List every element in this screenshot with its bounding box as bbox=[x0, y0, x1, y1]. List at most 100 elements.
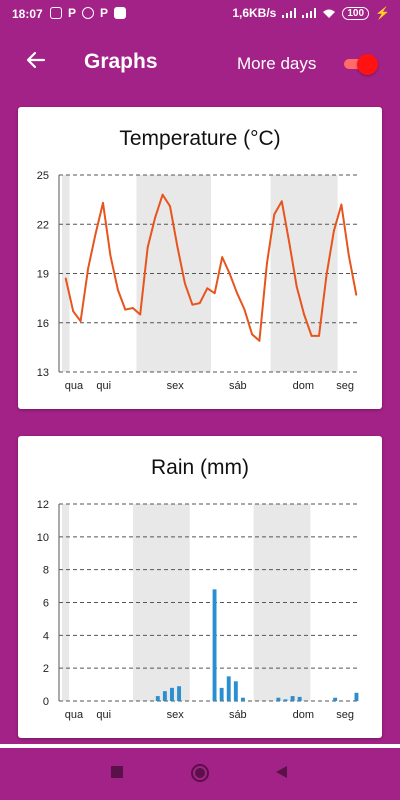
toggle-thumb bbox=[357, 54, 378, 75]
temperature-point bbox=[310, 334, 313, 337]
y-tick-label: 22 bbox=[37, 219, 49, 231]
temperature-point bbox=[288, 241, 291, 244]
rain-bar bbox=[290, 696, 295, 701]
weekend-shade bbox=[62, 504, 70, 701]
rain-chart-title: Rain (mm) bbox=[151, 456, 249, 479]
network-speed: 1,6KB/s bbox=[232, 6, 277, 20]
more-days-label: More days bbox=[237, 54, 317, 73]
x-tick-label: dom bbox=[293, 709, 314, 721]
rain-bar bbox=[283, 699, 288, 701]
temperature-point bbox=[347, 254, 350, 257]
navigation-bar bbox=[0, 748, 400, 800]
rain-bar bbox=[177, 686, 182, 701]
office-icon bbox=[114, 7, 127, 19]
y-tick-label: 6 bbox=[43, 598, 49, 610]
y-tick-label: 4 bbox=[43, 630, 49, 642]
x-tick-label: qui bbox=[96, 709, 111, 721]
rain-bar bbox=[354, 692, 359, 701]
temperature-point bbox=[161, 193, 164, 196]
rain-bar bbox=[226, 676, 231, 701]
temperature-point bbox=[265, 262, 268, 265]
x-tick-label: sex bbox=[167, 380, 185, 392]
p-app-icon: P bbox=[100, 6, 109, 20]
temperature-point bbox=[228, 272, 231, 275]
temperature-point bbox=[109, 254, 112, 257]
page-title: Graphs bbox=[84, 50, 158, 73]
back-arrow-icon[interactable] bbox=[24, 48, 48, 72]
temperature-point bbox=[221, 256, 224, 258]
temperature-point bbox=[79, 320, 82, 323]
rain-bar bbox=[219, 687, 224, 701]
temperature-point bbox=[243, 308, 246, 311]
temperature-point bbox=[191, 303, 194, 306]
rain-bar bbox=[212, 589, 217, 701]
rain-card: Rain (mm) 0 2 4 6 8 10 12 qua qui sex sáb dom seg bbox=[18, 436, 382, 738]
y-tick-label: 10 bbox=[37, 532, 49, 544]
rain-bar bbox=[162, 691, 167, 701]
temperature-point bbox=[87, 267, 89, 270]
rain-bar bbox=[170, 687, 174, 701]
temperature-point bbox=[273, 213, 276, 216]
temperature-point bbox=[116, 289, 119, 291]
x-tick-label: seg bbox=[336, 380, 354, 392]
p-app-icon: P bbox=[68, 6, 77, 20]
temperature-point bbox=[64, 277, 67, 280]
signal-icon bbox=[302, 8, 317, 18]
charging-icon: ⚡ bbox=[375, 6, 390, 20]
temperature-card: Temperature (°C) 13 16 19 22 25 qua qui sex sáb d… bbox=[18, 107, 382, 409]
wifi-icon bbox=[323, 9, 336, 18]
home-circle-icon[interactable] bbox=[190, 763, 210, 783]
y-tick-label: 19 bbox=[37, 269, 49, 281]
y-tick-label: 8 bbox=[43, 565, 49, 577]
temperature-point bbox=[131, 307, 134, 309]
temperature-point bbox=[139, 313, 142, 316]
x-tick-label: seg bbox=[336, 709, 354, 721]
more-days-toggle[interactable] bbox=[340, 54, 378, 75]
rain-bar bbox=[240, 697, 245, 701]
temperature-point bbox=[72, 310, 75, 313]
x-tick-label: dom bbox=[293, 380, 314, 392]
x-tick-label: qua bbox=[65, 380, 84, 392]
temperature-series-line bbox=[64, 193, 358, 342]
rain-bar bbox=[276, 697, 281, 701]
weekend-shade bbox=[62, 175, 70, 372]
rain-bar bbox=[333, 697, 338, 701]
x-tick-label: sáb bbox=[229, 380, 247, 392]
temperature-point bbox=[355, 293, 358, 296]
rain-bar bbox=[155, 696, 160, 701]
temperature-point bbox=[154, 216, 157, 219]
status-time: 18:07 bbox=[12, 7, 43, 21]
temperature-point bbox=[169, 205, 171, 208]
x-tick-label: qui bbox=[96, 380, 111, 392]
app-bar: Graphs More days bbox=[0, 28, 400, 100]
whatsapp-icon bbox=[82, 7, 95, 19]
back-triangle-icon[interactable] bbox=[273, 764, 289, 780]
image-icon bbox=[50, 7, 62, 19]
temperature-point bbox=[340, 203, 343, 206]
temperature-point bbox=[295, 285, 298, 288]
temperature-chart: 13 16 19 22 25 qua qui sex sáb dom seg bbox=[37, 170, 360, 392]
temperature-point bbox=[213, 292, 216, 295]
signal-icon bbox=[282, 8, 297, 18]
recents-square-icon[interactable] bbox=[109, 764, 125, 780]
temperature-point bbox=[94, 233, 97, 235]
status-bar: 18:07 P P 1,6KB/s 100 ⚡ bbox=[0, 0, 400, 28]
x-tick-label: sáb bbox=[229, 709, 247, 721]
temperature-point bbox=[333, 229, 335, 232]
rain-bar bbox=[297, 696, 302, 701]
y-tick-label: 2 bbox=[43, 663, 49, 675]
temperature-point bbox=[236, 292, 238, 295]
battery-level: 100 bbox=[342, 6, 370, 20]
temperature-point bbox=[124, 308, 127, 311]
status-right: 1,6KB/s 100 ⚡ bbox=[232, 6, 390, 20]
temperature-point bbox=[102, 202, 104, 204]
temperature-point bbox=[206, 287, 209, 290]
temperature-point bbox=[318, 334, 320, 337]
rain-chart: 0 2 4 6 8 10 12 qua qui sex sáb dom seg bbox=[37, 499, 360, 721]
temperature-point bbox=[325, 274, 328, 277]
temperature-point bbox=[146, 246, 149, 249]
temperature-chart-title: Temperature (°C) bbox=[119, 127, 281, 150]
rain-bar bbox=[233, 681, 238, 701]
temperature-point bbox=[184, 282, 186, 285]
content-bottom-edge bbox=[0, 744, 400, 748]
